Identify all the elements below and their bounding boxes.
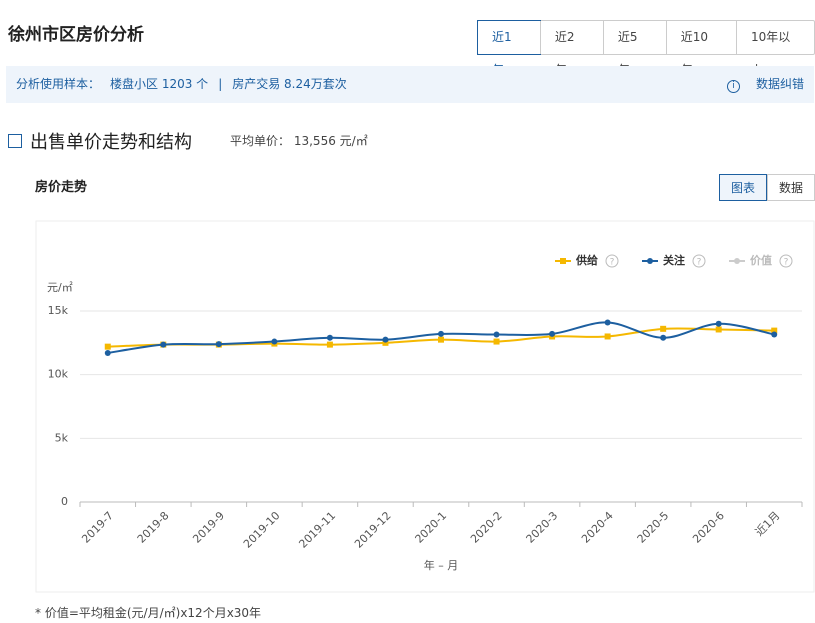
point [326,341,333,348]
avg-label: 平均单价： [230,134,291,148]
chart-frame [35,220,815,593]
point [438,330,444,337]
point [715,320,722,327]
section-title: 出售单价走势和结构 [8,128,192,154]
y-tick-label: 0 [61,495,68,508]
y-tick-label: 10k [48,368,69,381]
legend-marker [647,258,653,264]
panel-title: 房价走势 [35,180,88,195]
point [160,341,167,348]
avg-price: 平均单价： 13,556 元/㎡ [230,132,368,149]
point [660,334,667,341]
legend-label: 价值 [750,253,772,267]
x-tick-label: 2019-9 [190,509,227,546]
x-tick-label: 2020-4 [579,509,616,546]
point [660,325,667,332]
point [382,336,389,343]
avg-value: 13,556 元/㎡ [293,134,368,148]
x-tick-label: 近1月 [753,509,783,539]
point [104,343,111,350]
point [771,331,778,338]
info-sample: 楼盘小区 1203 个 [110,77,209,91]
legend-help-icon: ? [610,258,615,268]
x-tick-label: 2019-7 [79,509,116,546]
info-bar: 分析使用样本： 楼盘小区 1203 个 | 房产交易 8.24万套次 i 数据纠错 [6,66,814,103]
point [271,338,278,345]
y-tick-label: 5k [55,431,69,444]
x-tick-label: 2019-11 [296,509,338,551]
x-tick-label: 2019-10 [241,509,283,551]
x-tick-label: 2019-8 [135,509,172,546]
report-text[interactable]: 数据纠错 [755,77,804,91]
info-sep: | [218,77,223,91]
point [493,338,500,345]
y-tick-label: 15k [48,304,69,317]
y-axis-label: 元/㎡ [47,281,73,294]
x-tick-label: 2020-3 [524,509,561,546]
info-label: 分析使用样本： [16,77,101,91]
x-tick-label: 2020-6 [690,509,727,546]
point [604,333,611,340]
legend-help [605,254,619,268]
x-tick-label: 2020-1 [412,509,449,546]
point [104,350,111,357]
legend-marker [734,258,740,264]
legend-help [692,254,706,268]
x-tick-label: 2020-5 [635,509,672,546]
view-toggle: 图表 数据 [719,174,815,201]
legend-help-icon: ? [697,258,702,268]
point [215,341,222,348]
point [326,334,333,341]
x-axis-label: 年 – 月 [424,558,459,572]
point [382,339,389,346]
toggle-chart[interactable]: 图表 [719,174,767,201]
info-trade: 房产交易 8.24万套次 [232,77,347,91]
legend-marker [560,258,566,264]
x-tick-label: 2019-12 [352,509,394,551]
legend-label: 供给 [575,253,598,267]
legend-help-icon: ? [784,258,789,268]
footnote: * 价值=平均租金(元/月/㎡)x12个月x30年 [35,606,262,620]
section-text: 出售单价走势和结构 [30,132,192,153]
point [715,326,722,333]
point [604,319,611,326]
legend-label: 关注 [663,253,685,267]
point [549,330,556,337]
point [493,331,500,338]
x-tick-label: 2020-2 [468,509,505,546]
report-link[interactable]: i 数据纠错 [717,66,804,103]
legend-help [779,254,793,268]
point [438,336,444,343]
point [771,327,778,334]
page-title: 徐州市区房价分析 [8,25,144,45]
